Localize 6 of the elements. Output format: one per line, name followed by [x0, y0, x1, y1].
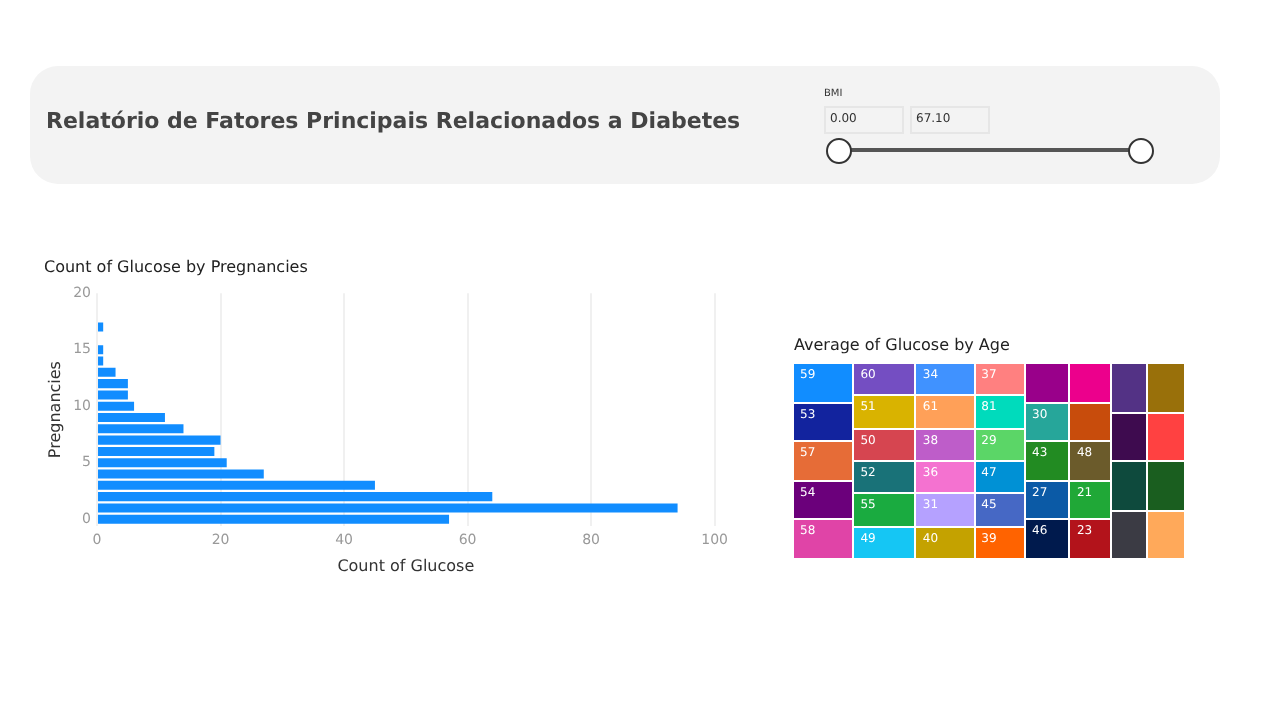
bar: [98, 322, 104, 332]
text: Average of Glucose by Age: [794, 336, 1012, 358]
x-axis-title: Count of Glucose: [337, 556, 475, 575]
chart-title: Count of Glucose by Pregnancies: [44, 257, 308, 276]
text: Relatório de Fatores Principais Relacionados a Diabetes: [46, 108, 741, 134]
y-axis-title: Pregnancies: [45, 361, 64, 459]
